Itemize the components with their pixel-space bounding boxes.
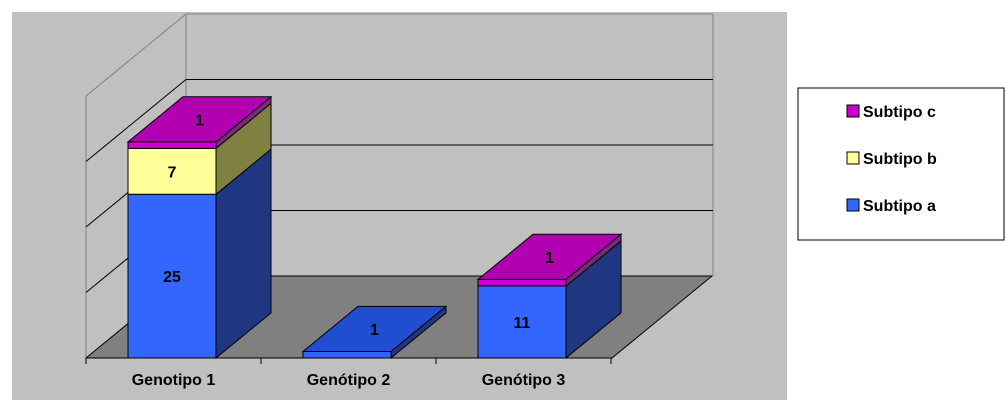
bar-top-subtipo-c (126, 96, 273, 143)
bar-front-subtipo-b (127, 147, 217, 195)
x-tick-label: Genotipo 1 (132, 372, 216, 389)
legend-label: Subtipo c (863, 104, 936, 121)
bars-group (126, 95, 623, 360)
bar-front-subtipo-a (302, 350, 392, 359)
legend-box (797, 87, 1005, 241)
data-label: 1 (370, 322, 379, 339)
data-label: 7 (168, 164, 177, 181)
bar-top-subtipo-c (476, 233, 623, 280)
gridline (85, 79, 713, 162)
legend-swatch (846, 151, 860, 165)
bar-front-subtipo-c (477, 278, 567, 287)
legend-label: Subtipo b (863, 151, 937, 168)
legend-swatch (846, 198, 860, 212)
bar-front-subtipo-c (127, 141, 217, 149)
x-tick-label: Genótipo 2 (307, 372, 391, 389)
legend: Subtipo c Subtipo b Subtipo a (797, 87, 1005, 241)
bar-front-subtipo-a (127, 193, 217, 359)
bar-top-subtipo-a (301, 305, 448, 352)
legend-label: Subtipo a (863, 198, 936, 215)
data-label: 1 (195, 112, 204, 129)
data-label: 11 (514, 315, 531, 332)
side-wall-top-edge (85, 13, 187, 97)
x-tick-label: Genótipo 3 (482, 372, 566, 389)
data-label: 1 (545, 250, 554, 267)
data-label: 25 (163, 269, 181, 286)
legend-swatch (846, 104, 860, 118)
